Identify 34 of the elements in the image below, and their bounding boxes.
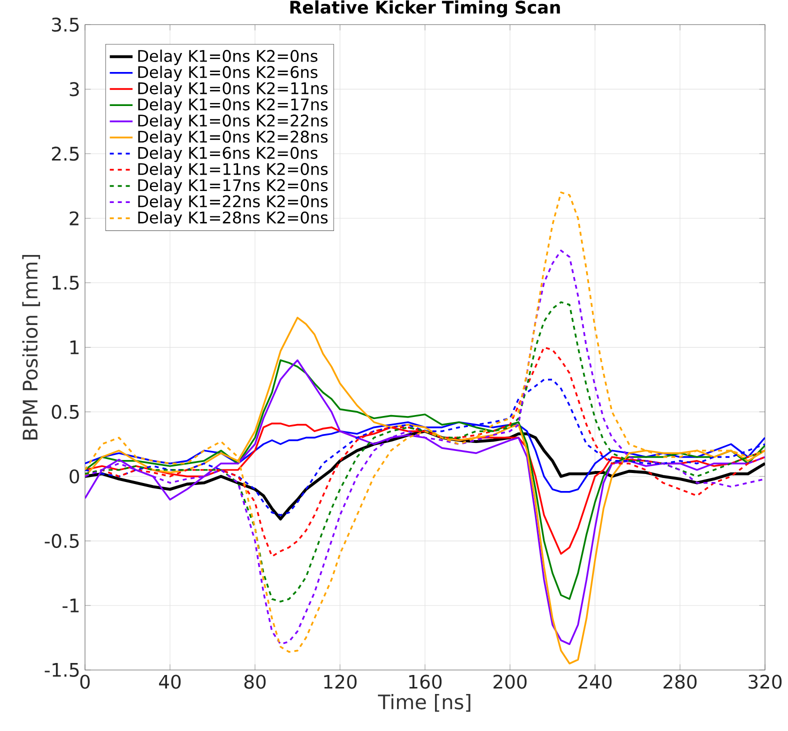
legend-label: Delay K1=22ns K2=0ns bbox=[138, 195, 328, 211]
y-axis-title: BPM Position [mm] bbox=[22, 255, 40, 440]
y-tick-label: 2.5 bbox=[52, 146, 79, 161]
x-tick-label: 40 bbox=[159, 674, 181, 689]
legend-label: Delay K1=6ns K2=0ns bbox=[138, 146, 318, 162]
legend-label: Delay K1=0ns K2=6ns bbox=[138, 66, 318, 82]
x-tick-label: 280 bbox=[664, 674, 697, 689]
legend-label: Delay K1=0ns K2=28ns bbox=[138, 130, 328, 146]
y-tick-label: 2 bbox=[70, 211, 78, 226]
x-tick-label: 80 bbox=[244, 674, 266, 689]
x-tick-label: 0 bbox=[80, 674, 90, 689]
legend-label: Delay K1=0ns K2=11ns bbox=[138, 82, 328, 98]
y-tick-label: 3.5 bbox=[52, 18, 79, 32]
y-tick-label: 3 bbox=[70, 82, 79, 96]
chart-title: Relative Kicker Timing Scan bbox=[290, 0, 560, 18]
legend-label: Delay K1=11ns K2=0ns bbox=[138, 162, 328, 178]
legend-label: Delay K1=0ns K2=22ns bbox=[138, 114, 328, 130]
x-tick-label: 160 bbox=[409, 674, 442, 689]
y-tick-label: 0.5 bbox=[52, 404, 79, 420]
y-tick-label: -0.5 bbox=[44, 534, 79, 548]
y-tick-label: -1 bbox=[62, 598, 79, 612]
y-tick-label: 1 bbox=[70, 340, 79, 354]
x-tick-label: 120 bbox=[324, 674, 357, 689]
y-tick-label: 0 bbox=[70, 469, 80, 484]
y-tick-label: -1.5 bbox=[44, 663, 79, 678]
x-tick-label: 320 bbox=[748, 674, 782, 689]
x-tick-label: 200 bbox=[494, 674, 527, 689]
x-tick-label: 240 bbox=[578, 674, 612, 689]
x-axis-title: Time [ns] bbox=[378, 694, 470, 712]
legend-label: Delay K1=28ns K2=0ns bbox=[138, 211, 328, 227]
legend-label: Delay K1=17ns K2=0ns bbox=[138, 179, 328, 195]
legend-label: Delay K1=0ns K2=0ns bbox=[138, 50, 318, 66]
y-tick-label: 1.5 bbox=[52, 276, 79, 290]
legend-label: Delay K1=0ns K2=17ns bbox=[138, 98, 328, 114]
